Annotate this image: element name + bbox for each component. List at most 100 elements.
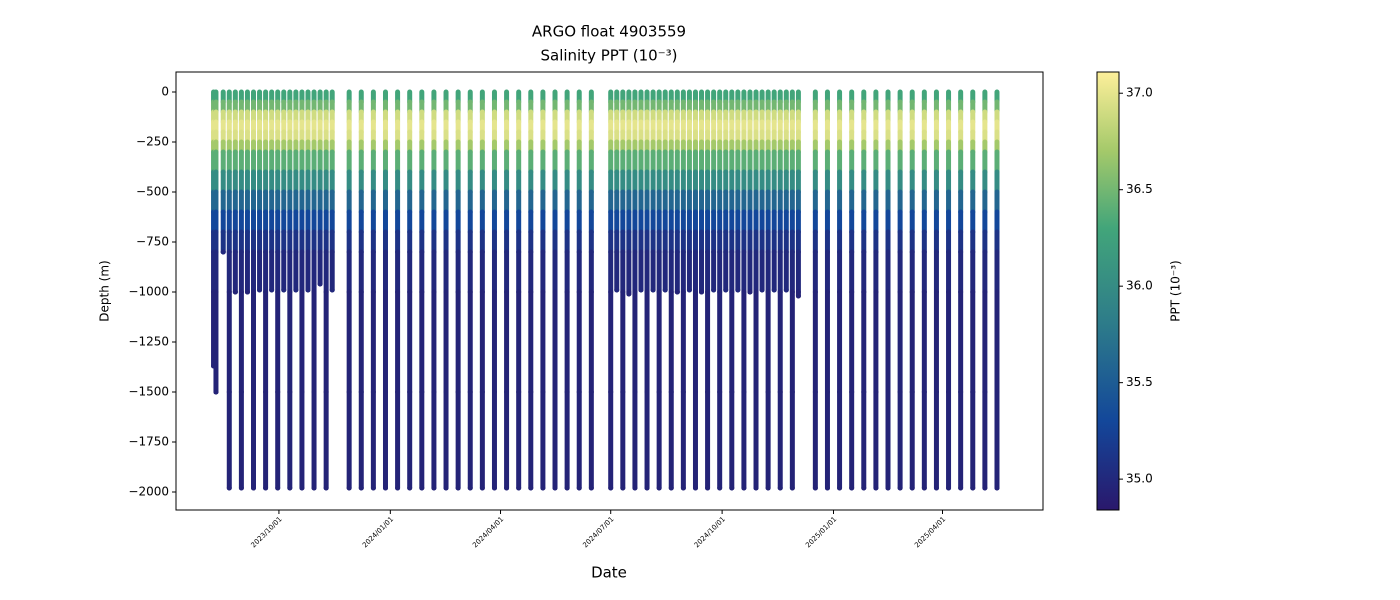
profile-end bbox=[293, 287, 299, 293]
profile-end bbox=[226, 485, 232, 491]
profile-end bbox=[608, 485, 614, 491]
colorbar-tick-label: 37.0 bbox=[1126, 86, 1153, 100]
profile-end bbox=[431, 485, 437, 491]
profile-end bbox=[753, 485, 759, 491]
y-tick-label: −1250 bbox=[128, 335, 169, 349]
profile-end bbox=[528, 485, 534, 491]
profile-end bbox=[269, 287, 275, 293]
profile-end bbox=[614, 287, 620, 293]
profile-end bbox=[735, 287, 741, 293]
x-tick-label: 2024/10/01 bbox=[693, 515, 727, 549]
profile-end bbox=[946, 485, 952, 491]
profile-end bbox=[921, 485, 927, 491]
profile-end bbox=[933, 485, 939, 491]
profile-end bbox=[311, 485, 317, 491]
chart-subtitle: Salinity PPT (10⁻³) bbox=[541, 47, 678, 65]
profile-end bbox=[795, 293, 801, 299]
profile-end bbox=[275, 485, 281, 491]
profile-end bbox=[620, 485, 626, 491]
colorbar-tick-label: 35.5 bbox=[1126, 375, 1153, 389]
profile-end bbox=[299, 485, 305, 491]
profile-end bbox=[564, 485, 570, 491]
profile-end bbox=[747, 289, 753, 295]
profile-end bbox=[238, 485, 244, 491]
y-tick-label: −2000 bbox=[128, 485, 169, 499]
y-tick-label: 0 bbox=[161, 85, 169, 99]
profile-end bbox=[771, 287, 777, 293]
profile-end bbox=[668, 485, 674, 491]
profile-end bbox=[674, 289, 680, 295]
x-tick-label: 2024/07/01 bbox=[581, 515, 615, 549]
profile-end bbox=[789, 485, 795, 491]
profile-end bbox=[419, 485, 425, 491]
profile-end bbox=[504, 485, 510, 491]
profile-end bbox=[626, 291, 632, 297]
profile-end bbox=[994, 485, 1000, 491]
y-tick-label: −750 bbox=[136, 235, 169, 249]
profile-end bbox=[970, 485, 976, 491]
profile-end bbox=[516, 485, 522, 491]
profile-end bbox=[305, 287, 311, 293]
profile-end bbox=[662, 287, 668, 293]
profile-end bbox=[812, 485, 818, 491]
x-tick-label: 2024/04/01 bbox=[471, 515, 505, 549]
profile-end bbox=[705, 485, 711, 491]
y-axis-label: Depth (m) bbox=[98, 260, 112, 321]
profile-end bbox=[588, 485, 594, 491]
profile-end bbox=[250, 485, 256, 491]
profile-end bbox=[717, 485, 723, 491]
profile-end bbox=[358, 485, 364, 491]
profile-end bbox=[232, 289, 238, 295]
profile-end bbox=[281, 287, 287, 293]
colorbar-tick-label: 35.0 bbox=[1126, 472, 1153, 486]
profile-end bbox=[540, 485, 546, 491]
plot-area bbox=[211, 89, 1000, 491]
y-tick-label: −500 bbox=[136, 185, 169, 199]
profile-end bbox=[479, 485, 485, 491]
y-tick-label: −250 bbox=[136, 135, 169, 149]
profile-end bbox=[982, 485, 988, 491]
profile-end bbox=[317, 281, 323, 287]
profile-end bbox=[329, 287, 335, 293]
profile-end bbox=[765, 485, 771, 491]
profile-end bbox=[287, 485, 293, 491]
profile-end bbox=[692, 485, 698, 491]
profile-end bbox=[346, 485, 352, 491]
profile-end bbox=[885, 485, 891, 491]
profile-end bbox=[213, 389, 219, 395]
profile-end bbox=[824, 485, 830, 491]
profile-end bbox=[849, 485, 855, 491]
profile-end bbox=[699, 289, 705, 295]
profile-end bbox=[323, 485, 329, 491]
profile-end bbox=[263, 485, 269, 491]
colorbar-label: PPT (10⁻³) bbox=[1169, 260, 1183, 321]
profile-end bbox=[220, 249, 226, 255]
profile-end bbox=[491, 485, 497, 491]
profile-end bbox=[729, 485, 735, 491]
x-tick-label: 2025/04/01 bbox=[913, 515, 947, 549]
colorbar-tick-label: 36.5 bbox=[1126, 182, 1153, 196]
profile-end bbox=[873, 485, 879, 491]
profile-end bbox=[650, 287, 656, 293]
profile-end bbox=[443, 485, 449, 491]
profile-end bbox=[656, 485, 662, 491]
x-tick-label: 2024/01/01 bbox=[361, 515, 395, 549]
profile-end bbox=[257, 287, 263, 293]
profile-end bbox=[370, 485, 376, 491]
profile-end bbox=[680, 485, 686, 491]
profile-end bbox=[632, 485, 638, 491]
profile-end bbox=[382, 485, 388, 491]
profile-end bbox=[244, 289, 250, 295]
x-tick-label: 2025/01/01 bbox=[804, 515, 838, 549]
colorbar bbox=[1096, 71, 1120, 511]
profile-end bbox=[455, 485, 461, 491]
profile-end bbox=[837, 485, 843, 491]
profile-end bbox=[638, 287, 644, 293]
profile-end bbox=[467, 485, 473, 491]
profile-end bbox=[644, 485, 650, 491]
x-axis-label: Date bbox=[591, 564, 627, 582]
profile-end bbox=[783, 287, 789, 293]
profile-end bbox=[723, 287, 729, 293]
profile-end bbox=[958, 485, 964, 491]
